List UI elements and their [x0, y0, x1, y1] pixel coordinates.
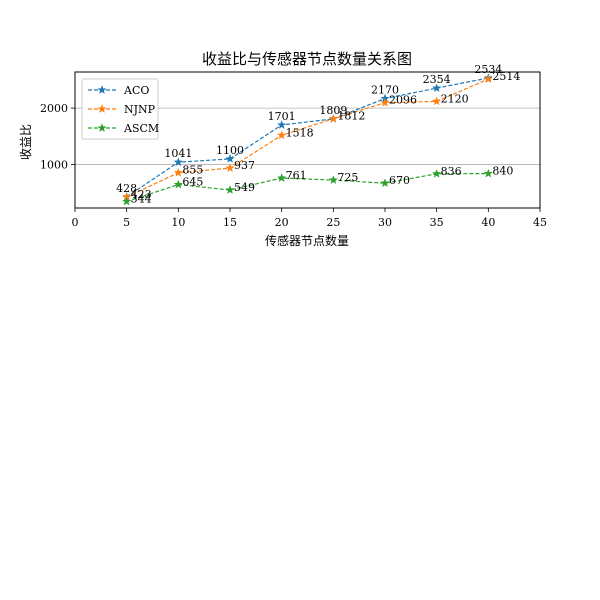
point-aco-15 — [225, 153, 235, 163]
x-tick-label-5: 5 — [123, 216, 130, 229]
x-tick-label-20: 20 — [275, 216, 289, 229]
data-label-njnp-25: 1812 — [337, 110, 365, 123]
data-label-aco-35: 2354 — [423, 73, 451, 86]
plot-frame — [74, 71, 541, 209]
x-tick-label-35: 35 — [430, 216, 444, 229]
data-label-ascm-15: 549 — [234, 181, 255, 194]
x-tick-label-10: 10 — [171, 216, 185, 229]
x-tick-label-30: 30 — [378, 216, 392, 229]
data-label-njnp-35: 2120 — [441, 92, 469, 105]
data-label-aco-10: 1041 — [164, 147, 192, 160]
point-ascm-40 — [483, 168, 494, 178]
point-njnp-15 — [225, 163, 235, 173]
data-label-ascm-25: 725 — [337, 171, 358, 184]
y-axis-label: 收益比 — [19, 124, 33, 160]
data-label-njnp-20: 1518 — [286, 126, 314, 139]
data-label-ascm-30: 670 — [389, 174, 410, 187]
point-njnp-25 — [328, 113, 339, 123]
y-tick-label-2000: 2000 — [40, 102, 68, 115]
data-label-aco-30: 2170 — [371, 84, 399, 97]
point-njnp-10 — [173, 167, 184, 177]
legend-marker-aco — [97, 85, 107, 95]
series-layer — [121, 73, 494, 206]
data-label-aco-25: 1809 — [319, 104, 347, 117]
point-njnp-20 — [276, 130, 287, 140]
data-label-aco-5: 428 — [116, 182, 137, 195]
data-label-njnp-15: 937 — [234, 159, 255, 172]
data-label-ascm-5: 344 — [131, 193, 152, 206]
axes: 0 5 10 15 20 25 30 35 40 45 1000 2000 — [40, 102, 547, 229]
x-tick-label-0: 0 — [72, 216, 79, 229]
point-ascm-25 — [328, 175, 339, 185]
data-label-njnp-5: 423 — [131, 188, 152, 201]
point-aco-35 — [431, 83, 442, 93]
data-label-aco-15: 1100 — [216, 144, 244, 157]
point-ascm-15 — [225, 185, 235, 195]
data-label-njnp-30: 2096 — [389, 94, 417, 107]
legend-marker-ascm — [97, 123, 107, 133]
data-labels: 428 1041 1100 1701 1809 2170 2354 2534 423 855 937… — [116, 63, 520, 206]
x-tick-label-45: 45 — [533, 216, 547, 229]
x-tick-label-15: 15 — [223, 216, 237, 229]
legend: ACO NJNP ASCM — [81, 78, 159, 140]
data-label-ascm-20: 761 — [286, 169, 307, 182]
series-line-ascm — [126, 172, 489, 203]
point-ascm-30 — [380, 178, 390, 188]
data-label-ascm-35: 836 — [441, 165, 462, 178]
legend-label-aco: ACO — [123, 84, 149, 97]
legend-label-njnp: NJNP — [124, 103, 156, 116]
data-label-njnp-10: 855 — [182, 164, 203, 177]
legend-marker-njnp — [97, 104, 107, 114]
point-njnp-35 — [431, 96, 442, 106]
point-ascm-5 — [121, 196, 132, 206]
legend-box — [81, 78, 159, 140]
data-label-ascm-40: 840 — [492, 165, 513, 178]
point-aco-10 — [173, 157, 184, 167]
legend-label-ascm: ASCM — [123, 122, 159, 135]
data-label-aco-40: 2534 — [474, 63, 502, 76]
data-label-aco-20: 1701 — [268, 110, 296, 123]
series-line-njnp — [126, 78, 489, 198]
y-tick-label-1000: 1000 — [40, 159, 68, 172]
point-aco-20 — [276, 120, 287, 129]
point-ascm-35 — [431, 168, 442, 178]
data-label-ascm-10: 645 — [182, 176, 203, 189]
point-ascm-10 — [173, 179, 184, 189]
series-line-aco — [126, 77, 489, 198]
point-njnp-40 — [483, 74, 494, 84]
data-label-njnp-40: 2514 — [492, 70, 520, 83]
x-tick-label-25: 25 — [326, 216, 340, 229]
x-tick-label-40: 40 — [481, 216, 495, 229]
point-njnp-30 — [380, 97, 390, 107]
chart-title: 收益比与传感器节点数量关系图 — [202, 50, 412, 68]
x-axis-label: 传感器节点数量 — [265, 233, 349, 248]
point-ascm-20 — [276, 173, 287, 183]
